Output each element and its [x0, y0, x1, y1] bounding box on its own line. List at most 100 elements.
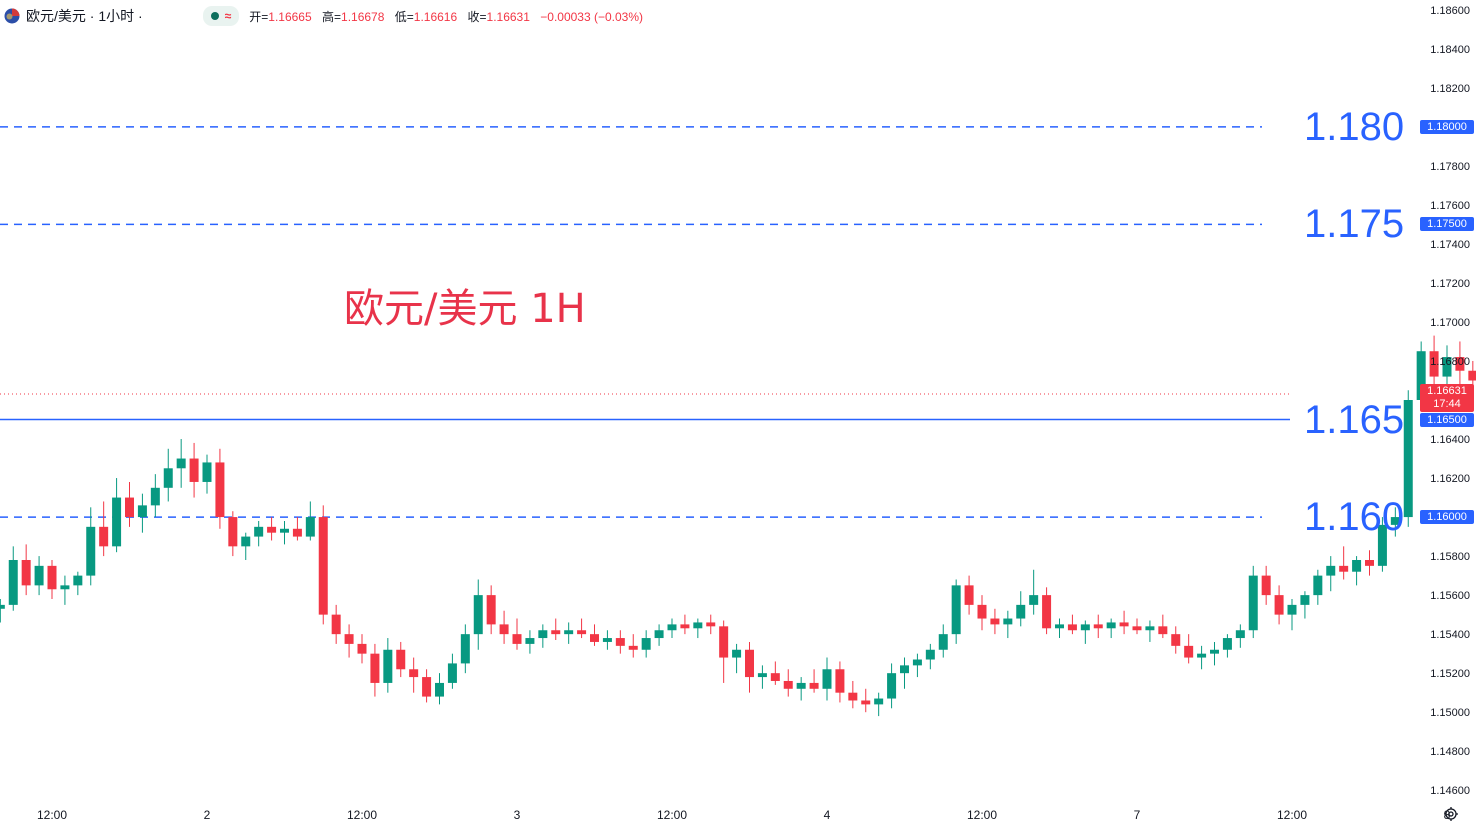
- candle: [654, 624, 664, 646]
- price-tick-label: 1.17000: [1430, 317, 1470, 329]
- candle-body: [396, 649, 406, 670]
- candle: [47, 560, 57, 600]
- candle: [1222, 634, 1232, 658]
- candle-body: [938, 634, 948, 650]
- candle: [163, 448, 173, 502]
- candle-body: [1145, 626, 1155, 631]
- candle-body: [370, 653, 380, 683]
- time-tick-label: 12:00: [347, 808, 377, 822]
- candle-body: [1016, 604, 1026, 619]
- candle: [719, 620, 729, 683]
- current-price-badge: 1.16631 17:44: [1420, 384, 1474, 412]
- candle-body: [783, 680, 793, 689]
- candle: [577, 618, 587, 639]
- candle-body: [1093, 624, 1103, 629]
- candle: [422, 669, 432, 703]
- candle: [1029, 569, 1039, 615]
- candle: [964, 575, 974, 615]
- candle-body: [912, 659, 922, 666]
- candle: [215, 448, 225, 529]
- candle: [228, 511, 238, 557]
- candle: [254, 520, 264, 547]
- ohlc-close-value: 1.16631: [486, 9, 530, 24]
- candle: [86, 507, 96, 586]
- candle-body: [680, 624, 690, 629]
- candle-body: [409, 669, 419, 678]
- candle-body: [267, 526, 277, 533]
- candle: [1326, 556, 1336, 592]
- candle: [900, 657, 909, 689]
- candle: [564, 622, 574, 644]
- candle: [60, 575, 70, 605]
- time-tick-label: 12:00: [967, 808, 997, 822]
- ohlc-high-value: 1.16678: [341, 9, 385, 24]
- candle: [150, 474, 160, 518]
- ohlc-close-key: 收=: [467, 9, 487, 24]
- candle-body: [590, 634, 599, 642]
- candle-body: [525, 638, 535, 644]
- candle-body: [305, 517, 315, 537]
- candle-body: [0, 604, 5, 609]
- candle-body: [331, 614, 341, 635]
- candle: [460, 624, 470, 674]
- candle-body: [447, 663, 457, 683]
- candle: [732, 643, 742, 674]
- candle: [1080, 620, 1090, 644]
- candle-body: [486, 595, 496, 625]
- candle-body: [292, 528, 302, 537]
- candle-body: [125, 497, 134, 518]
- time-tick-label: 2: [204, 808, 211, 822]
- candle: [1145, 620, 1155, 642]
- price-tick-label: 1.16400: [1430, 434, 1470, 446]
- price-tick-label: 1.18600: [1430, 5, 1470, 17]
- level-label-1165: 1.165: [1304, 397, 1405, 442]
- candle: [473, 579, 483, 650]
- candle-body: [73, 575, 83, 586]
- candle: [783, 669, 793, 697]
- chart-title: 欧元/美元 1H: [344, 286, 586, 332]
- candle: [796, 677, 806, 701]
- gear-icon[interactable]: [1443, 806, 1459, 822]
- candle: [1210, 641, 1219, 666]
- level-badge-1160: 1.16000: [1420, 510, 1474, 525]
- price-tick-label: 1.16800: [1430, 356, 1470, 368]
- candle-body: [977, 604, 987, 619]
- candle: [745, 641, 754, 693]
- eu-us-flag-icon[interactable]: [4, 8, 20, 24]
- indicator-chip[interactable]: ≈: [202, 6, 240, 26]
- candle: [835, 661, 845, 703]
- candle: [551, 618, 561, 640]
- candle: [1261, 565, 1271, 605]
- candle: [112, 478, 122, 553]
- candle-body: [228, 517, 238, 547]
- candle: [1171, 626, 1181, 654]
- candle-body: [706, 622, 716, 627]
- candle-body: [1171, 634, 1181, 646]
- candle: [137, 493, 147, 533]
- candle: [525, 630, 535, 654]
- candle: [1442, 345, 1452, 385]
- candle-body: [874, 698, 884, 705]
- candle-body: [86, 526, 96, 576]
- candle: [1055, 618, 1064, 639]
- candle: [925, 643, 935, 670]
- ohlc-high-key: 高=: [322, 9, 342, 24]
- ohlc-low-key: 低=: [394, 9, 414, 24]
- symbol-title[interactable]: 欧元/美元 · 1小时 ·: [26, 8, 143, 24]
- candle: [370, 643, 380, 697]
- price-tick-label: 1.15000: [1430, 707, 1470, 719]
- time-axis: 12:00212:00312:00412:00712:00812:00912:0…: [37, 808, 1451, 822]
- candle-body: [1210, 649, 1219, 654]
- candle-body: [1119, 622, 1129, 627]
- candle: [1287, 599, 1297, 631]
- candle: [667, 618, 677, 639]
- candle: [602, 630, 612, 650]
- candle: [641, 630, 651, 658]
- candle: [396, 641, 406, 678]
- candle-body: [1235, 630, 1245, 639]
- candle: [1016, 591, 1026, 627]
- candle: [1313, 569, 1323, 605]
- candle-body: [1403, 400, 1413, 518]
- candle-body: [254, 526, 264, 537]
